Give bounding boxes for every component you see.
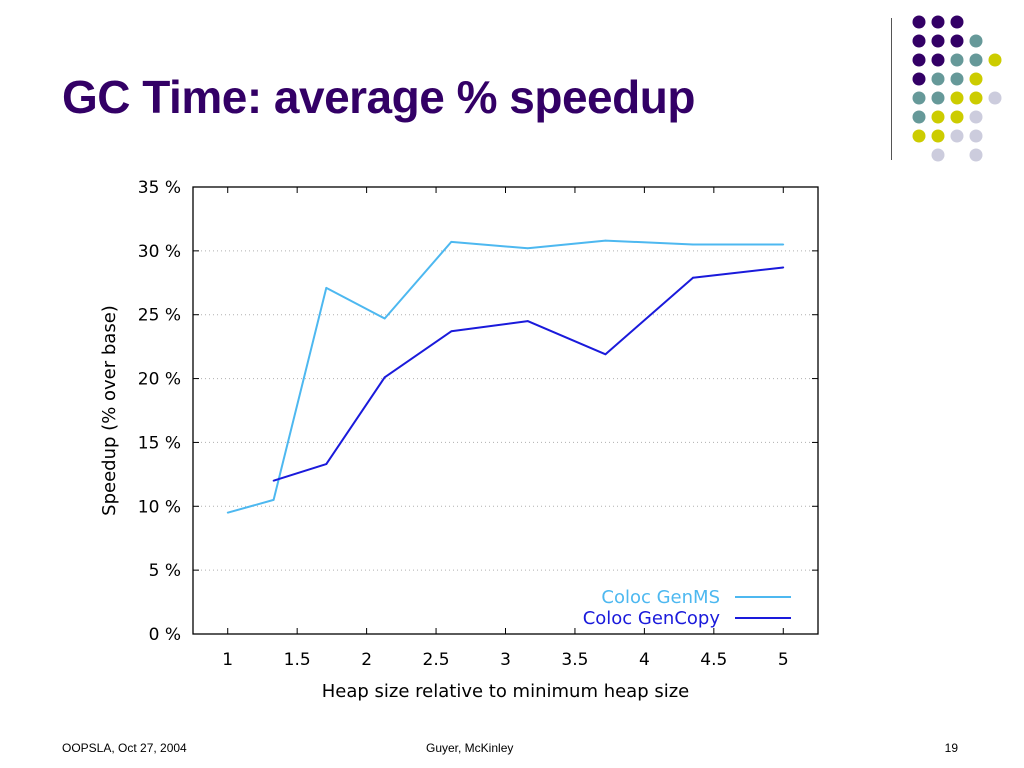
x-axis-label: Heap size relative to minimum heap size bbox=[322, 681, 690, 702]
data-point-genms bbox=[450, 241, 453, 243]
decorative-dot bbox=[969, 91, 983, 105]
data-point-gencopy bbox=[325, 463, 328, 466]
y-tick-label: 15 % bbox=[138, 433, 181, 453]
decorative-dot bbox=[912, 72, 926, 86]
decorative-dot bbox=[950, 91, 964, 105]
speedup-line-chart: 0 % 5 % 10 % 15 % 20 % 25 % 30 % 35 % 1 1.5 2 2.5 3 3… bbox=[99, 178, 819, 702]
decorative-dot bbox=[931, 148, 945, 162]
x-tick-label: 1.5 bbox=[284, 650, 311, 670]
decorative-dot bbox=[931, 15, 945, 29]
decorative-dot bbox=[931, 129, 945, 143]
slide-title: GC Time: average % speedup bbox=[62, 71, 695, 123]
decorative-dot bbox=[912, 15, 926, 29]
decorative-dot bbox=[950, 34, 964, 48]
x-tick-label: 3 bbox=[500, 650, 511, 670]
x-tick-label: 4.5 bbox=[700, 650, 727, 670]
decorative-dot-grid bbox=[912, 15, 1002, 162]
data-point-gencopy bbox=[526, 320, 529, 322]
y-tick-label: 0 % bbox=[149, 625, 181, 645]
data-point-genms bbox=[692, 243, 694, 246]
decorative-dot bbox=[969, 72, 983, 86]
decorative-dot bbox=[950, 53, 964, 67]
legend-label-gencopy: Coloc GenCopy bbox=[583, 608, 721, 629]
data-point-genms bbox=[383, 317, 386, 320]
x-tick-label: 1 bbox=[222, 650, 233, 670]
decorative-dot bbox=[969, 129, 983, 143]
data-point-gencopy bbox=[383, 376, 386, 379]
y-tick-label: 25 % bbox=[138, 306, 181, 326]
legend-label-genms: Coloc GenMS bbox=[601, 587, 720, 608]
x-tick-label: 3.5 bbox=[561, 650, 588, 670]
y-tick-label: 20 % bbox=[138, 370, 181, 390]
data-point-genms bbox=[604, 239, 607, 242]
data-point-genms bbox=[272, 499, 275, 501]
data-point-genms bbox=[782, 243, 785, 246]
decorative-dot bbox=[931, 72, 945, 86]
decorative-dot bbox=[988, 53, 1002, 67]
decorative-dot bbox=[912, 129, 926, 143]
x-tick-label: 5 bbox=[778, 650, 789, 670]
decorative-dot bbox=[912, 34, 926, 48]
page-number: 19 bbox=[944, 741, 958, 755]
y-tick-label: 30 % bbox=[138, 242, 181, 262]
decorative-dot bbox=[988, 91, 1002, 105]
x-tick-label: 2.5 bbox=[423, 650, 450, 670]
y-tick-label: 35 % bbox=[138, 178, 181, 198]
decorative-dot bbox=[969, 148, 983, 162]
footer-conference: OOPSLA, Oct 27, 2004 bbox=[62, 741, 187, 755]
decorative-dot bbox=[950, 72, 964, 86]
decorative-dot bbox=[950, 15, 964, 29]
decorative-dot bbox=[950, 110, 964, 124]
decorative-dot bbox=[931, 34, 945, 48]
y-tick-label: 10 % bbox=[138, 497, 181, 517]
decorative-dot bbox=[912, 91, 926, 105]
decorative-dot bbox=[969, 53, 983, 67]
data-point-genms bbox=[526, 247, 529, 250]
decorative-dot bbox=[912, 53, 926, 67]
data-point-genms bbox=[325, 286, 328, 289]
plot-frame bbox=[192, 186, 819, 635]
decorative-dot bbox=[969, 110, 983, 124]
data-point-gencopy bbox=[272, 479, 275, 482]
decorative-dot bbox=[950, 129, 964, 143]
y-axis-label: Speedup (% over base) bbox=[99, 305, 120, 516]
decorative-dot bbox=[931, 110, 945, 124]
footer-authors: Guyer, McKinley bbox=[426, 741, 514, 755]
data-point-genms bbox=[226, 511, 229, 514]
data-point-gencopy bbox=[604, 353, 607, 356]
decorative-dot bbox=[931, 53, 945, 67]
decorative-dot bbox=[912, 110, 926, 124]
x-tick-label: 2 bbox=[361, 650, 372, 670]
decorative-dot bbox=[931, 91, 945, 105]
data-point-gencopy bbox=[782, 266, 785, 269]
decorative-divider bbox=[891, 18, 892, 160]
data-point-gencopy bbox=[450, 330, 453, 333]
series-line-gencopy bbox=[273, 266, 784, 482]
data-point-gencopy bbox=[692, 276, 694, 279]
series-line-genms bbox=[227, 239, 784, 514]
x-tick-label: 4 bbox=[639, 650, 650, 670]
y-tick-label: 5 % bbox=[149, 561, 181, 581]
decorative-dot bbox=[969, 34, 983, 48]
